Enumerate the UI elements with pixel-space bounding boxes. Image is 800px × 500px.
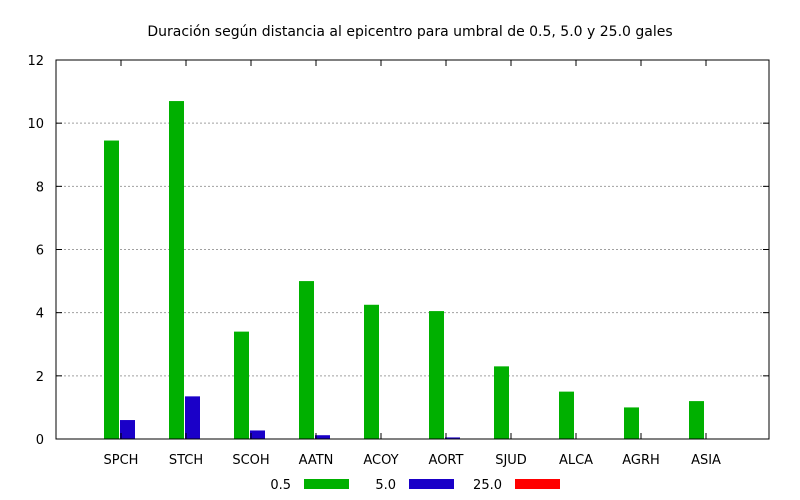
- y-tick-label: 12: [27, 54, 44, 69]
- gridlines: [56, 122, 769, 377]
- legend-label: 25.0: [473, 478, 502, 493]
- x-tick-label: SJUD: [495, 453, 527, 468]
- x-axis-ticks: SPCH STCH SCOH AATN ACOY AORT SJUD ALCA AGRH ASIA: [104, 60, 721, 468]
- x-tick-label: SPCH: [104, 453, 139, 468]
- y-tick-label: 8: [36, 180, 44, 195]
- bar-0_5-stch: [169, 101, 184, 439]
- x-tick-label: ALCA: [559, 453, 593, 468]
- bars: [104, 101, 704, 439]
- y-tick-label: 6: [36, 244, 44, 259]
- x-tick-label: ASIA: [691, 453, 721, 468]
- x-tick-label: STCH: [169, 453, 203, 468]
- x-tick-label: AORT: [429, 453, 464, 468]
- y-tick-label: 2: [36, 370, 44, 385]
- bar-0_5-spch: [104, 140, 119, 439]
- x-tick-label: AATN: [299, 453, 334, 468]
- x-tick-label: AGRH: [622, 453, 660, 468]
- bar-5_0-spch: [120, 420, 135, 439]
- legend-label: 0.5: [270, 478, 291, 493]
- legend: 0.5 5.0 25.0: [270, 478, 560, 493]
- bar-5_0-stch: [185, 396, 200, 439]
- bar-5_0-aort: [445, 437, 460, 439]
- y-axis-ticks: 0 2 4 6 8 10 12: [27, 54, 769, 448]
- bar-0_5-aatn: [299, 281, 314, 439]
- y-tick-label: 4: [36, 307, 44, 322]
- legend-label: 5.0: [375, 478, 396, 493]
- bar-0_5-aort: [429, 311, 444, 439]
- x-tick-label: ACOY: [363, 453, 398, 468]
- bar-5_0-aatn: [315, 435, 330, 439]
- bar-0_5-asia: [689, 401, 704, 439]
- bar-0_5-acoy: [364, 304, 379, 439]
- bar-0_5-scoh: [234, 331, 249, 439]
- bar-5_0-scoh: [250, 430, 265, 439]
- x-tick-label: SCOH: [232, 453, 269, 468]
- bar-0_5-agrh: [624, 407, 639, 439]
- y-tick-label: 0: [36, 433, 44, 448]
- legend-swatch: [409, 479, 454, 489]
- bar-0_5-alca: [559, 391, 574, 439]
- chart-title: Duración según distancia al epicentro pa…: [147, 24, 672, 40]
- y-tick-label: 10: [27, 117, 44, 132]
- legend-swatch: [515, 479, 560, 489]
- legend-swatch: [304, 479, 349, 489]
- bar-0_5-sjud: [494, 366, 509, 439]
